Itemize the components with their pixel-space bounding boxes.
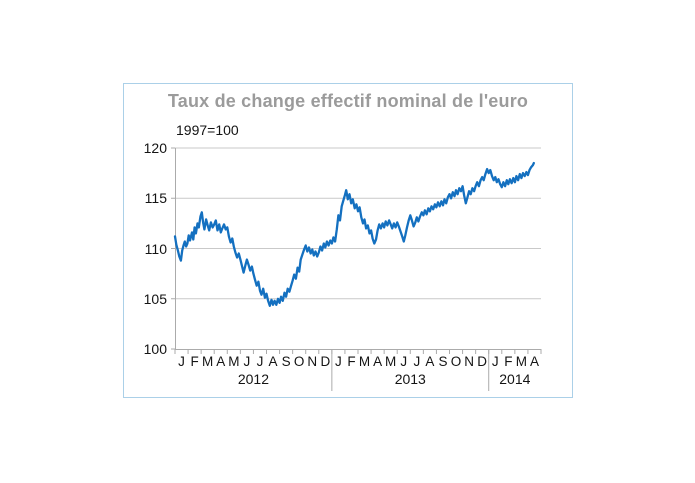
y-tick-label: 120 (143, 140, 167, 156)
month-label: D (477, 354, 488, 369)
year-label: 2012 (237, 371, 269, 387)
month-label: M (358, 354, 371, 369)
month-label: M (385, 354, 397, 369)
data-line (173, 161, 535, 307)
chart-plot-area: 100 105 110 115 120 J F M A M J J A S O N D 2012 J F M A M J J A… (144, 140, 542, 395)
month-label: A (529, 354, 539, 369)
month-label: A (373, 354, 383, 369)
chart-title: Taux de change effectif nominal de l'eur… (167, 91, 529, 111)
year-label: 2014 (499, 371, 531, 387)
y-axis-labels: 100 105 110 115 120 (129, 140, 167, 357)
month-label: S (438, 354, 448, 369)
y-tick-label: 105 (143, 290, 167, 307)
y-tick-label: 100 (143, 341, 167, 357)
month-label: J (413, 354, 421, 369)
month-label: A (425, 354, 435, 369)
month-label: A (268, 354, 278, 369)
month-label: F (190, 354, 199, 369)
y-tick-label: 110 (144, 240, 167, 257)
month-label: J (256, 354, 264, 369)
chart-card: Taux de change effectif nominal de l'eur… (123, 83, 573, 398)
chart-svg (171, 147, 542, 391)
month-label: N (464, 354, 474, 369)
month-label: A (216, 354, 226, 369)
month-label: M (202, 354, 214, 369)
month-label: N (307, 354, 318, 369)
month-label: J (491, 354, 499, 369)
month-label: F (347, 354, 356, 369)
month-label: J (178, 354, 185, 369)
month-label: J (400, 354, 408, 369)
month-label: J (243, 354, 251, 369)
chart-subtitle: 1997=100 (176, 122, 239, 138)
month-label: O (293, 354, 305, 369)
month-label: D (320, 354, 331, 369)
year-label: 2013 (394, 371, 426, 387)
month-label: F (504, 354, 513, 369)
month-label: M (228, 354, 240, 369)
month-label: O (450, 354, 462, 369)
month-label: S (281, 354, 291, 369)
y-tick-label: 115 (144, 190, 167, 207)
month-label: J (335, 354, 342, 369)
month-label: M (515, 354, 528, 369)
